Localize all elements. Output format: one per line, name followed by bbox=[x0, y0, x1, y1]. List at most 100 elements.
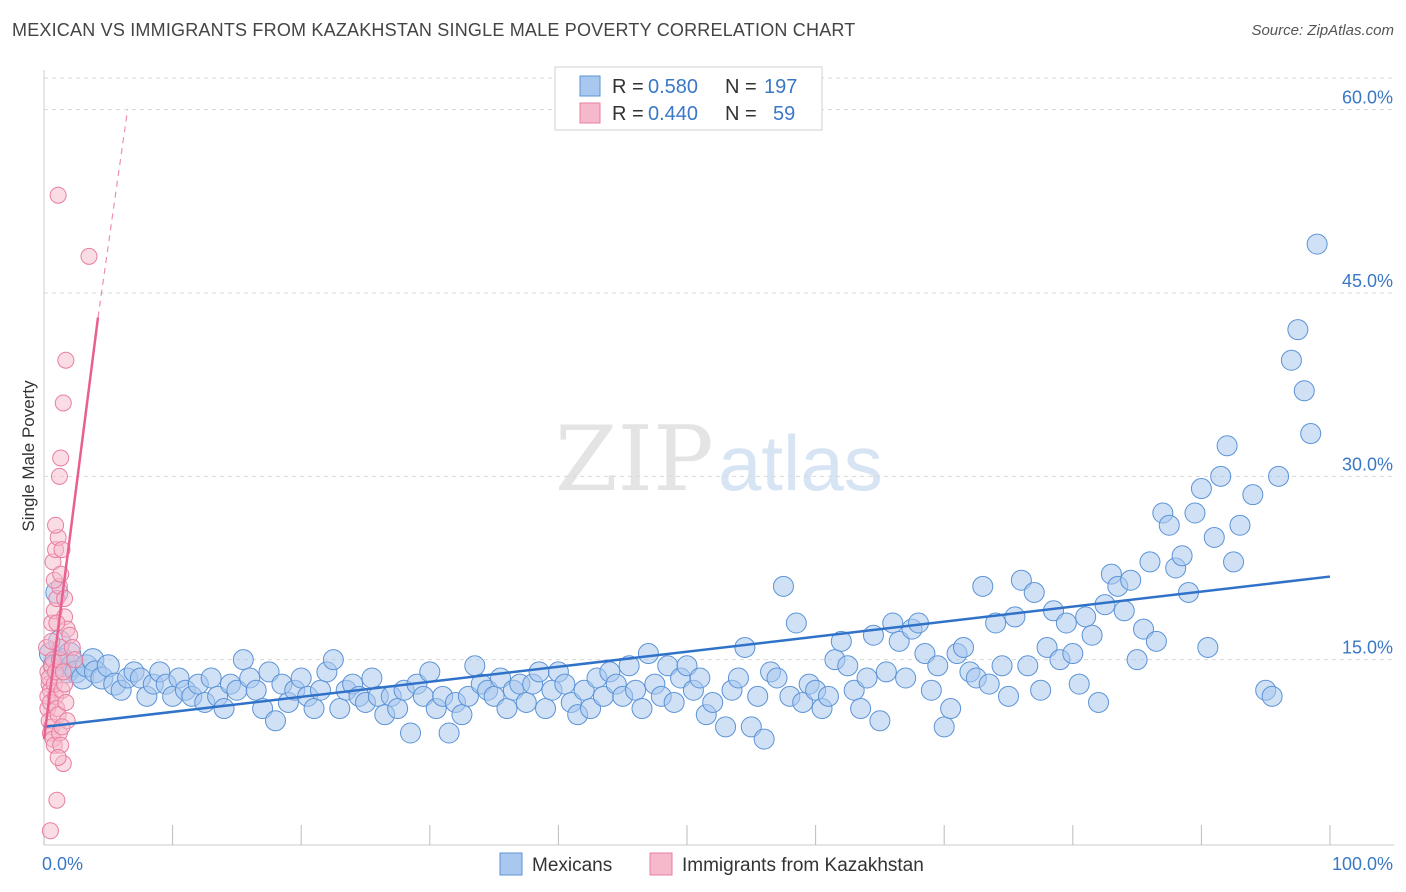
mexicans-point bbox=[1190, 478, 1212, 500]
mexicans-point bbox=[1017, 655, 1039, 677]
mexicans-point bbox=[1120, 569, 1142, 591]
mexicans-point bbox=[792, 691, 814, 713]
mexicans-point bbox=[1004, 606, 1026, 628]
mexicans-point bbox=[200, 667, 222, 689]
mexicans-point bbox=[290, 667, 312, 689]
mexicans-point bbox=[888, 630, 910, 652]
trend-lines bbox=[42, 109, 1331, 740]
legend-r-label-1: R = bbox=[612, 76, 644, 98]
mexicans-point bbox=[303, 698, 325, 720]
mexicans-point bbox=[464, 655, 486, 677]
mexicans-point bbox=[245, 679, 267, 701]
kazakhstan-point bbox=[56, 590, 74, 608]
watermark-atlas: atlas bbox=[718, 419, 883, 507]
mexicans-point bbox=[1158, 514, 1180, 536]
bottom-legend-label-kazakhstan: Immigrants from Kazakhstan bbox=[682, 855, 924, 876]
kazakhstan-point bbox=[47, 516, 65, 534]
mexicans-point bbox=[734, 636, 756, 658]
mexicans-point bbox=[1171, 545, 1193, 567]
kazakhstan-point bbox=[57, 351, 75, 369]
mexicans-point bbox=[1197, 636, 1219, 658]
mexicans-point bbox=[252, 698, 274, 720]
mexicans-point bbox=[361, 667, 383, 689]
y-tick-label-60: 60.0% bbox=[1342, 88, 1393, 108]
mexicans-point bbox=[264, 710, 286, 732]
mexicans-point bbox=[496, 698, 518, 720]
mexicans-point bbox=[991, 655, 1013, 677]
mexicans-point bbox=[1216, 435, 1238, 457]
mexicans-point bbox=[637, 643, 659, 665]
series-legend: Mexicans Immigrants from Kazakhstan bbox=[499, 852, 924, 876]
mexicans-point bbox=[554, 673, 576, 695]
kazakhstan-point bbox=[52, 449, 70, 467]
mexicans-point bbox=[457, 685, 479, 707]
kazakhstan-point bbox=[48, 791, 66, 809]
kazakhstan-point bbox=[57, 693, 75, 711]
mexicans-point bbox=[747, 685, 769, 707]
mexicans-point bbox=[676, 655, 698, 677]
mexicans-point bbox=[322, 649, 344, 671]
mexicans-point bbox=[451, 704, 473, 726]
mexicans-point bbox=[483, 685, 505, 707]
mexicans-point bbox=[952, 636, 974, 658]
mexicans-point bbox=[387, 698, 409, 720]
legend-swatch-mexicans bbox=[579, 75, 601, 97]
mexicans-point bbox=[1300, 423, 1322, 445]
mexicans-point bbox=[715, 716, 737, 738]
mexicans-point bbox=[1088, 691, 1110, 713]
legend-r-label-2: R = bbox=[612, 103, 644, 125]
mexicans-point bbox=[837, 655, 859, 677]
mexicans-point bbox=[875, 661, 897, 683]
mexicans-point bbox=[1133, 618, 1155, 640]
mexicans-point bbox=[309, 679, 331, 701]
mexicans-point bbox=[882, 612, 904, 634]
mexicans-point bbox=[753, 728, 775, 750]
y-tick-label-45: 45.0% bbox=[1342, 271, 1393, 291]
mexicans-point bbox=[1223, 551, 1245, 573]
mexicans-point bbox=[1081, 624, 1103, 646]
mexicans-point bbox=[940, 698, 962, 720]
mexicans-point bbox=[1242, 484, 1264, 506]
mexicans-point bbox=[1010, 569, 1032, 591]
bottom-legend-swatch-mexicans bbox=[499, 852, 523, 876]
correlation-legend: R = 0.580 N = 197 R = 0.440 N = 59 bbox=[554, 66, 823, 131]
mexicans-points bbox=[38, 233, 1328, 750]
mexicans-point bbox=[1210, 465, 1232, 487]
mexicans-point bbox=[830, 630, 852, 652]
kazakhstan-point bbox=[49, 186, 67, 204]
bottom-legend-swatch-kazakhstan bbox=[649, 852, 673, 876]
mexicans-point bbox=[869, 710, 891, 732]
mexicans-point bbox=[702, 691, 724, 713]
mexicans-point bbox=[528, 661, 550, 683]
mexicans-point bbox=[625, 679, 647, 701]
kazakhstan-point bbox=[41, 822, 59, 840]
kazakhstan-point bbox=[54, 663, 72, 681]
mexicans-point bbox=[727, 667, 749, 689]
x-tick-label-min: 0.0% bbox=[42, 854, 83, 874]
mexicans-point bbox=[1184, 502, 1206, 524]
mexicans-point bbox=[817, 685, 839, 707]
watermark-zip: ZIP bbox=[555, 407, 714, 512]
mexicans-point bbox=[914, 643, 936, 665]
mexicans-point bbox=[573, 679, 595, 701]
mexicans-point bbox=[1261, 685, 1283, 707]
mexicans-point bbox=[258, 661, 280, 683]
kazakhstan-point bbox=[66, 651, 84, 669]
mexicans-point bbox=[631, 698, 653, 720]
mexicans-point bbox=[618, 655, 640, 677]
mexicans-point bbox=[1126, 649, 1148, 671]
mexicans-point bbox=[535, 698, 557, 720]
mexicans-point bbox=[785, 612, 807, 634]
mexicans-point bbox=[1068, 673, 1090, 695]
mexicans-point bbox=[1030, 679, 1052, 701]
bottom-legend-label-mexicans: Mexicans bbox=[532, 855, 612, 876]
mexicans-point bbox=[1036, 636, 1058, 658]
mexicans-point bbox=[978, 673, 1000, 695]
source-credit: Source: ZipAtlas.com bbox=[1251, 22, 1394, 39]
legend-n-label-1: N = bbox=[725, 76, 757, 98]
y-tick-label-15: 15.0% bbox=[1342, 638, 1393, 658]
mexicans-point bbox=[843, 679, 865, 701]
mexicans-point bbox=[895, 667, 917, 689]
chart-title: MEXICAN VS IMMIGRANTS FROM KAZAKHSTAN SI… bbox=[12, 20, 856, 40]
